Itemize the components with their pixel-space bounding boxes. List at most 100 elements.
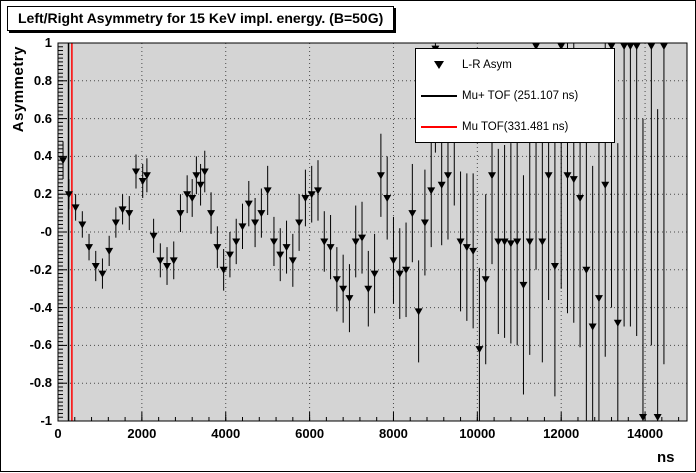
data-marker-triangle-down: [111, 219, 120, 227]
data-marker-triangle-down: [238, 223, 247, 231]
data-marker-triangle-down: [163, 263, 172, 271]
data-marker-triangle-down: [525, 238, 534, 246]
data-marker-triangle-down: [376, 172, 385, 180]
data-marker-triangle-down: [370, 270, 379, 278]
legend: L-R Asym Mu+ TOF (251.107 ns) Mu TOF(331…: [415, 48, 615, 143]
data-marker-triangle-down: [118, 206, 127, 214]
data-marker-triangle-down: [408, 210, 417, 218]
data-marker-triangle-down: [469, 247, 478, 255]
black-line-icon: [421, 94, 457, 97]
data-marker-triangle-down: [576, 194, 585, 202]
data-marker-triangle-down: [506, 240, 515, 248]
data-marker-triangle-down: [320, 238, 329, 246]
data-marker-triangle-down: [594, 295, 603, 303]
data-marker-triangle-down: [358, 234, 367, 242]
data-marker-triangle-down: [513, 238, 522, 246]
data-marker-triangle-down: [326, 244, 335, 252]
data-marker-triangle-down: [557, 43, 566, 50]
data-marker-triangle-down: [138, 177, 147, 185]
chart-title-box: Left/Right Asymmetry for 15 KeV impl. en…: [7, 6, 395, 31]
data-marker-triangle-down: [225, 251, 234, 259]
data-marker-triangle-down: [282, 244, 291, 252]
data-marker-triangle-down: [563, 172, 572, 180]
data-marker-triangle-down: [269, 238, 278, 246]
data-marker-triangle-down: [64, 191, 73, 199]
data-marker-triangle-down: [607, 43, 616, 50]
data-marker-triangle-down: [481, 276, 490, 284]
data-marker-triangle-down: [59, 157, 68, 165]
data-marker-triangle-down: [620, 43, 629, 50]
data-marker-triangle-down: [339, 285, 348, 293]
data-marker-triangle-down: [626, 43, 635, 50]
legend-label: Mu TOF(331.481 ns): [462, 120, 569, 133]
plot-frame: [57, 42, 688, 422]
y-axis-title: Asymmetry: [10, 46, 27, 133]
data-marker-triangle-down: [613, 319, 622, 327]
data-marker-triangle-down: [125, 210, 134, 218]
data-marker-triangle-down: [213, 244, 222, 252]
data-marker-triangle-down: [105, 247, 114, 255]
data-marker-triangle-down: [295, 219, 304, 227]
data-marker-triangle-down: [98, 270, 107, 278]
data-marker-triangle-down: [659, 43, 668, 50]
data-marker-triangle-down: [402, 266, 411, 274]
data-marker-triangle-down: [142, 172, 151, 180]
data-marker-triangle-down: [288, 257, 297, 265]
data-marker-triangle-down: [550, 263, 559, 271]
data-marker-triangle-down: [345, 295, 354, 303]
red-line-icon: [421, 125, 457, 128]
legend-label: L-R Asym: [462, 58, 512, 71]
triangle-down-icon: [434, 60, 444, 69]
data-marker-triangle-down: [192, 172, 201, 180]
data-marker-triangle-down: [183, 191, 192, 199]
data-marker-triangle-down: [437, 181, 446, 189]
data-marker-triangle-down: [276, 251, 285, 259]
data-marker-triangle-down: [176, 210, 185, 218]
data-marker-triangle-down: [71, 204, 80, 212]
legend-marker-box: [416, 125, 462, 128]
data-marker-triangle-down: [427, 187, 436, 195]
data-marker-triangle-down: [307, 191, 316, 199]
data-marker-triangle-down: [420, 219, 429, 227]
data-marker-triangle-down: [538, 238, 547, 246]
data-marker-triangle-down: [582, 266, 591, 274]
data-marker-triangle-down: [156, 257, 165, 265]
data-marker-triangle-down: [78, 221, 87, 229]
data-marker-triangle-down: [389, 257, 398, 265]
data-marker-triangle-down: [443, 172, 452, 180]
data-marker-triangle-down: [395, 270, 404, 278]
data-marker-triangle-down: [207, 210, 216, 218]
data-marker-triangle-down: [196, 181, 205, 189]
legend-label: Mu+ TOF (251.107 ns): [462, 89, 579, 102]
data-marker-triangle-down: [313, 187, 322, 195]
data-marker-triangle-down: [475, 346, 484, 354]
data-marker-triangle-down: [169, 257, 178, 265]
data-marker-triangle-down: [131, 168, 140, 176]
data-marker-triangle-down: [544, 172, 553, 180]
data-marker-triangle-down: [244, 200, 253, 208]
legend-entry-mu-plus-tof: Mu+ TOF (251.107 ns): [416, 80, 614, 111]
data-marker-triangle-down: [332, 276, 341, 284]
data-marker-triangle-down: [519, 281, 528, 289]
data-marker-triangle-down: [601, 181, 610, 189]
data-marker-triangle-down: [462, 244, 471, 252]
data-marker-triangle-down: [351, 238, 360, 246]
data-marker-triangle-down: [494, 238, 503, 246]
legend-marker-box: [416, 60, 462, 69]
legend-entry-lr-asym: L-R Asym: [416, 49, 614, 80]
data-marker-triangle-down: [588, 323, 597, 331]
data-marker-triangle-down: [383, 194, 392, 202]
data-marker-triangle-down: [85, 244, 94, 252]
data-marker-triangle-down: [647, 43, 656, 50]
data-marker-triangle-down: [263, 187, 272, 195]
x-axis-title: ns: [657, 449, 675, 466]
data-marker-triangle-down: [488, 172, 497, 180]
data-marker-triangle-down: [257, 210, 266, 218]
data-marker-triangle-down: [149, 232, 158, 240]
data-marker-triangle-down: [456, 238, 465, 246]
legend-marker-box: [416, 94, 462, 97]
data-marker-triangle-down: [301, 194, 310, 202]
data-marker-triangle-down: [200, 168, 209, 176]
data-marker-triangle-down: [91, 263, 100, 271]
legend-entry-mu-tof: Mu TOF(331.481 ns): [416, 111, 614, 142]
